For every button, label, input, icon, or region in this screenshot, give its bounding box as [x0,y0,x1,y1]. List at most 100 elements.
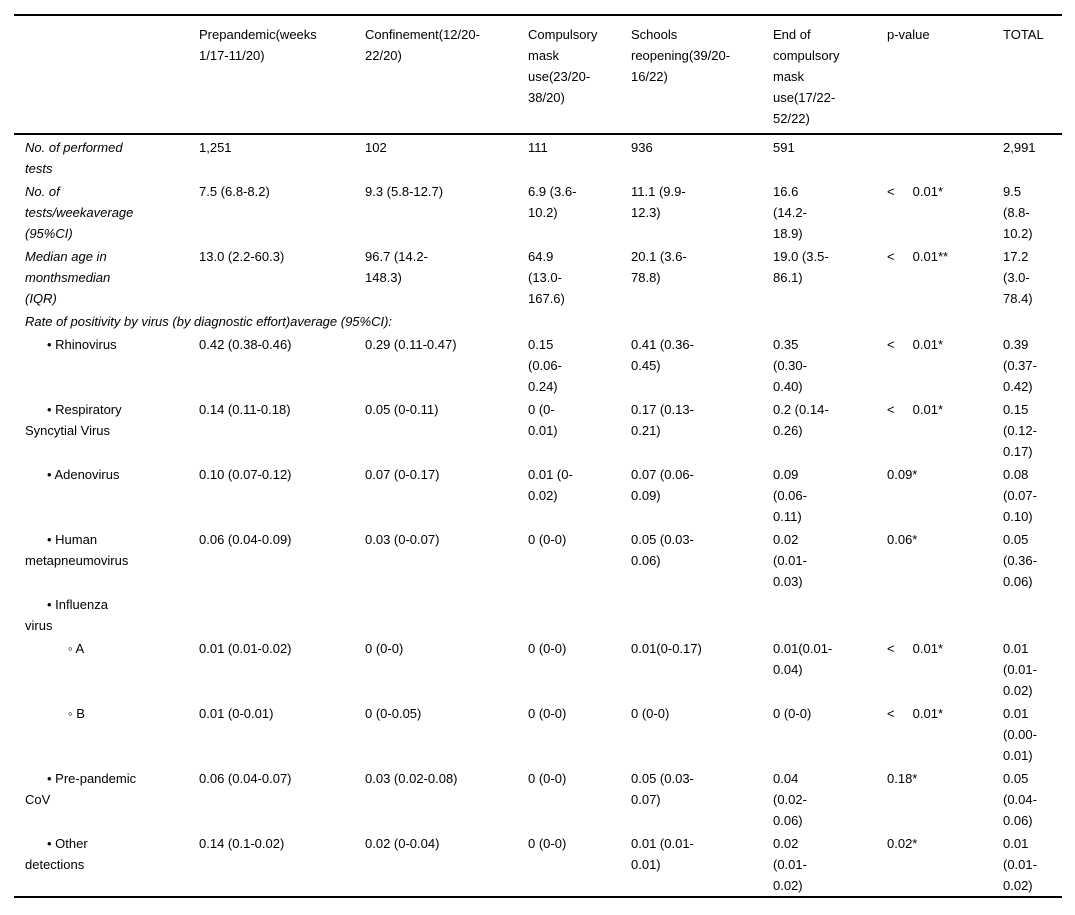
cell: 0 (0-0) [528,836,567,851]
cell: 111 [528,140,548,155]
cell: 19.0 (3.5-86.1) [773,249,829,285]
cell: 0.02 (0.01-0.02) [773,836,807,893]
cell: 0.04 (0.02-0.06) [773,771,807,828]
p-value-cell: < 0.01** [887,249,949,264]
table-row-median-age: Median age in monthsmedian (IQR) 13.0 (2… [14,244,1062,309]
total-cell: 0.08 (0.07-0.10) [1003,467,1037,524]
table-row-influenza-a: ◦ A 0.01 (0.01-0.02) 0 (0-0) 0 (0-0) 0.0… [14,636,1062,701]
cell: 13.0 (2.2-60.3) [199,249,285,264]
row-label: ◦ A [68,641,85,656]
section-label: Rate of positivity by virus (by diagnost… [25,314,393,329]
respiratory-virus-periods-table: Prepandemic(weeks 1/17-11/20) Confinemen… [14,14,1062,898]
cell: 0.03 (0-0.07) [365,532,440,547]
row-label: • Rhinovirus [47,337,117,352]
p-value-cell: < 0.01* [887,184,944,199]
cell: 102 [365,140,387,155]
cell: 0.05 (0.03-0.06) [631,532,694,568]
cell: 6.9 (3.6-10.2) [528,184,577,220]
p-value-cell: 0.09* [887,467,918,482]
row-label: Median age in monthsmedian (IQR) [25,249,111,306]
cell: 11.1 (9.9-12.3) [631,184,686,220]
cell: 0.15 (0.06-0.24) [528,337,562,394]
row-label: • Human metapneumovirus [25,532,129,568]
table-row-influenza-b: ◦ B 0.01 (0-0.01) 0 (0-0.05) 0 (0-0) 0 (… [14,701,1062,766]
p-value-cell: 0.06* [887,532,918,547]
cell: 1,251 [199,140,232,155]
total-cell: 0.05 (0.36-0.06) [1003,532,1037,589]
cell: 0.35 (0.30-0.40) [773,337,807,394]
cell: 936 [631,140,653,155]
cell: 64.9 (13.0-167.6) [528,249,565,306]
total-cell: 2,991 [1003,140,1036,155]
p-value-cell: < 0.01* [887,641,944,656]
cell: 0 (0-0) [528,771,567,786]
total-cell [1003,592,1062,636]
cell: 0.10 (0.07-0.12) [199,467,292,482]
table-row-rsv: • Respiratory Syncytial Virus 0.14 (0.11… [14,397,1062,462]
table-row-prepandemic-cov: • Pre-pandemic CoV 0.06 (0.04-0.07) 0.03… [14,766,1062,831]
cell: 0.14 (0.11-0.18) [199,402,291,417]
header-total: TOTAL [1003,15,1062,135]
total-cell: 0.05 (0.04-0.06) [1003,771,1037,828]
row-label: • Influenza virus [25,597,108,633]
row-label: No. of performed tests [25,140,123,176]
row-label: • Pre-pandemic CoV [25,771,137,807]
cell: 0 (0-0) [528,706,567,721]
total-cell: 9.5 (8.8-10.2) [1003,184,1033,241]
table-body: No. of performed tests 1,251 102 111 936… [14,134,1062,897]
header-compulsory-mask: Compulsory mask use(23/20-38/20) [528,15,631,135]
cell: 0 (0-0) [528,641,567,656]
header-confinement: Confinement(12/20-22/20) [365,15,528,135]
table-row-metapneumovirus: • Human metapneumovirus 0.06 (0.04-0.09)… [14,527,1062,592]
cell: 591 [773,140,795,155]
table-row-influenza: • Influenza virus [14,592,1062,636]
cell: 0 (0-0.05) [365,706,422,721]
cell: 0.09 (0.06-0.11) [773,467,807,524]
cell: 0.29 (0.11-0.47) [365,337,457,352]
cell: 0.02 (0-0.04) [365,836,440,851]
header-schools-reopening: Schools reopening(39/20-16/22) [631,15,773,135]
cell: 0.06 (0.04-0.07) [199,771,292,786]
header-p-value: p-value [887,15,1003,135]
header-end-compulsory-mask: End of compulsory mask use(17/22-52/22) [773,15,887,135]
table-section-row: Rate of positivity by virus (by diagnost… [14,309,1062,332]
cell: 96.7 (14.2-148.3) [365,249,428,285]
cell: 0 (0-0.01) [528,402,558,438]
row-label: ◦ B [68,706,85,721]
cell: 0 (0-0) [631,706,670,721]
cell [199,592,365,636]
cell: 0.01 (0-0.01) [199,706,274,721]
cell: 0.14 (0.1-0.02) [199,836,285,851]
table-row-tests-per-week: No. of tests/weekaverage (95%CI) 7.5 (6.… [14,179,1062,244]
cell: 0.01(0.01-0.04) [773,641,833,677]
row-label: No. of tests/weekaverage (95%CI) [25,184,134,241]
table-row-other-detections: • Other detections 0.14 (0.1-0.02) 0.02 … [14,831,1062,897]
cell: 20.1 (3.6-78.8) [631,249,687,285]
cell [528,592,631,636]
header-prepandemic: Prepandemic(weeks 1/17-11/20) [199,15,365,135]
cell: 0 (0-0) [365,641,404,656]
cell: 0.01 (0-0.02) [528,467,573,503]
cell: 0.03 (0.02-0.08) [365,771,458,786]
cell: 0.01(0-0.17) [631,641,702,656]
cell: 0.07 (0-0.17) [365,467,440,482]
table-row-performed-tests: No. of performed tests 1,251 102 111 936… [14,134,1062,179]
cell [773,592,887,636]
p-value-cell: 0.18* [887,771,918,786]
row-label: • Respiratory Syncytial Virus [25,402,122,438]
total-cell: 0.01 (0.01-0.02) [1003,641,1037,698]
p-value-cell: 0.02* [887,836,918,851]
total-cell: 0.01 (0.00-0.01) [1003,706,1037,763]
total-cell: 0.01 (0.01-0.02) [1003,836,1037,893]
total-cell: 0.15 (0.12-0.17) [1003,402,1037,459]
cell: 7.5 (6.8-8.2) [199,184,270,199]
cell [365,592,528,636]
p-value-cell [887,592,1003,636]
row-label: • Adenovirus [47,467,120,482]
cell: 0.41 (0.36-0.45) [631,337,694,373]
header-row: Prepandemic(weeks 1/17-11/20) Confinemen… [14,15,1062,135]
row-label: • Other detections [25,836,88,872]
cell: 9.3 (5.8-12.7) [365,184,444,199]
cell: 0.2 (0.14-0.26) [773,402,829,438]
